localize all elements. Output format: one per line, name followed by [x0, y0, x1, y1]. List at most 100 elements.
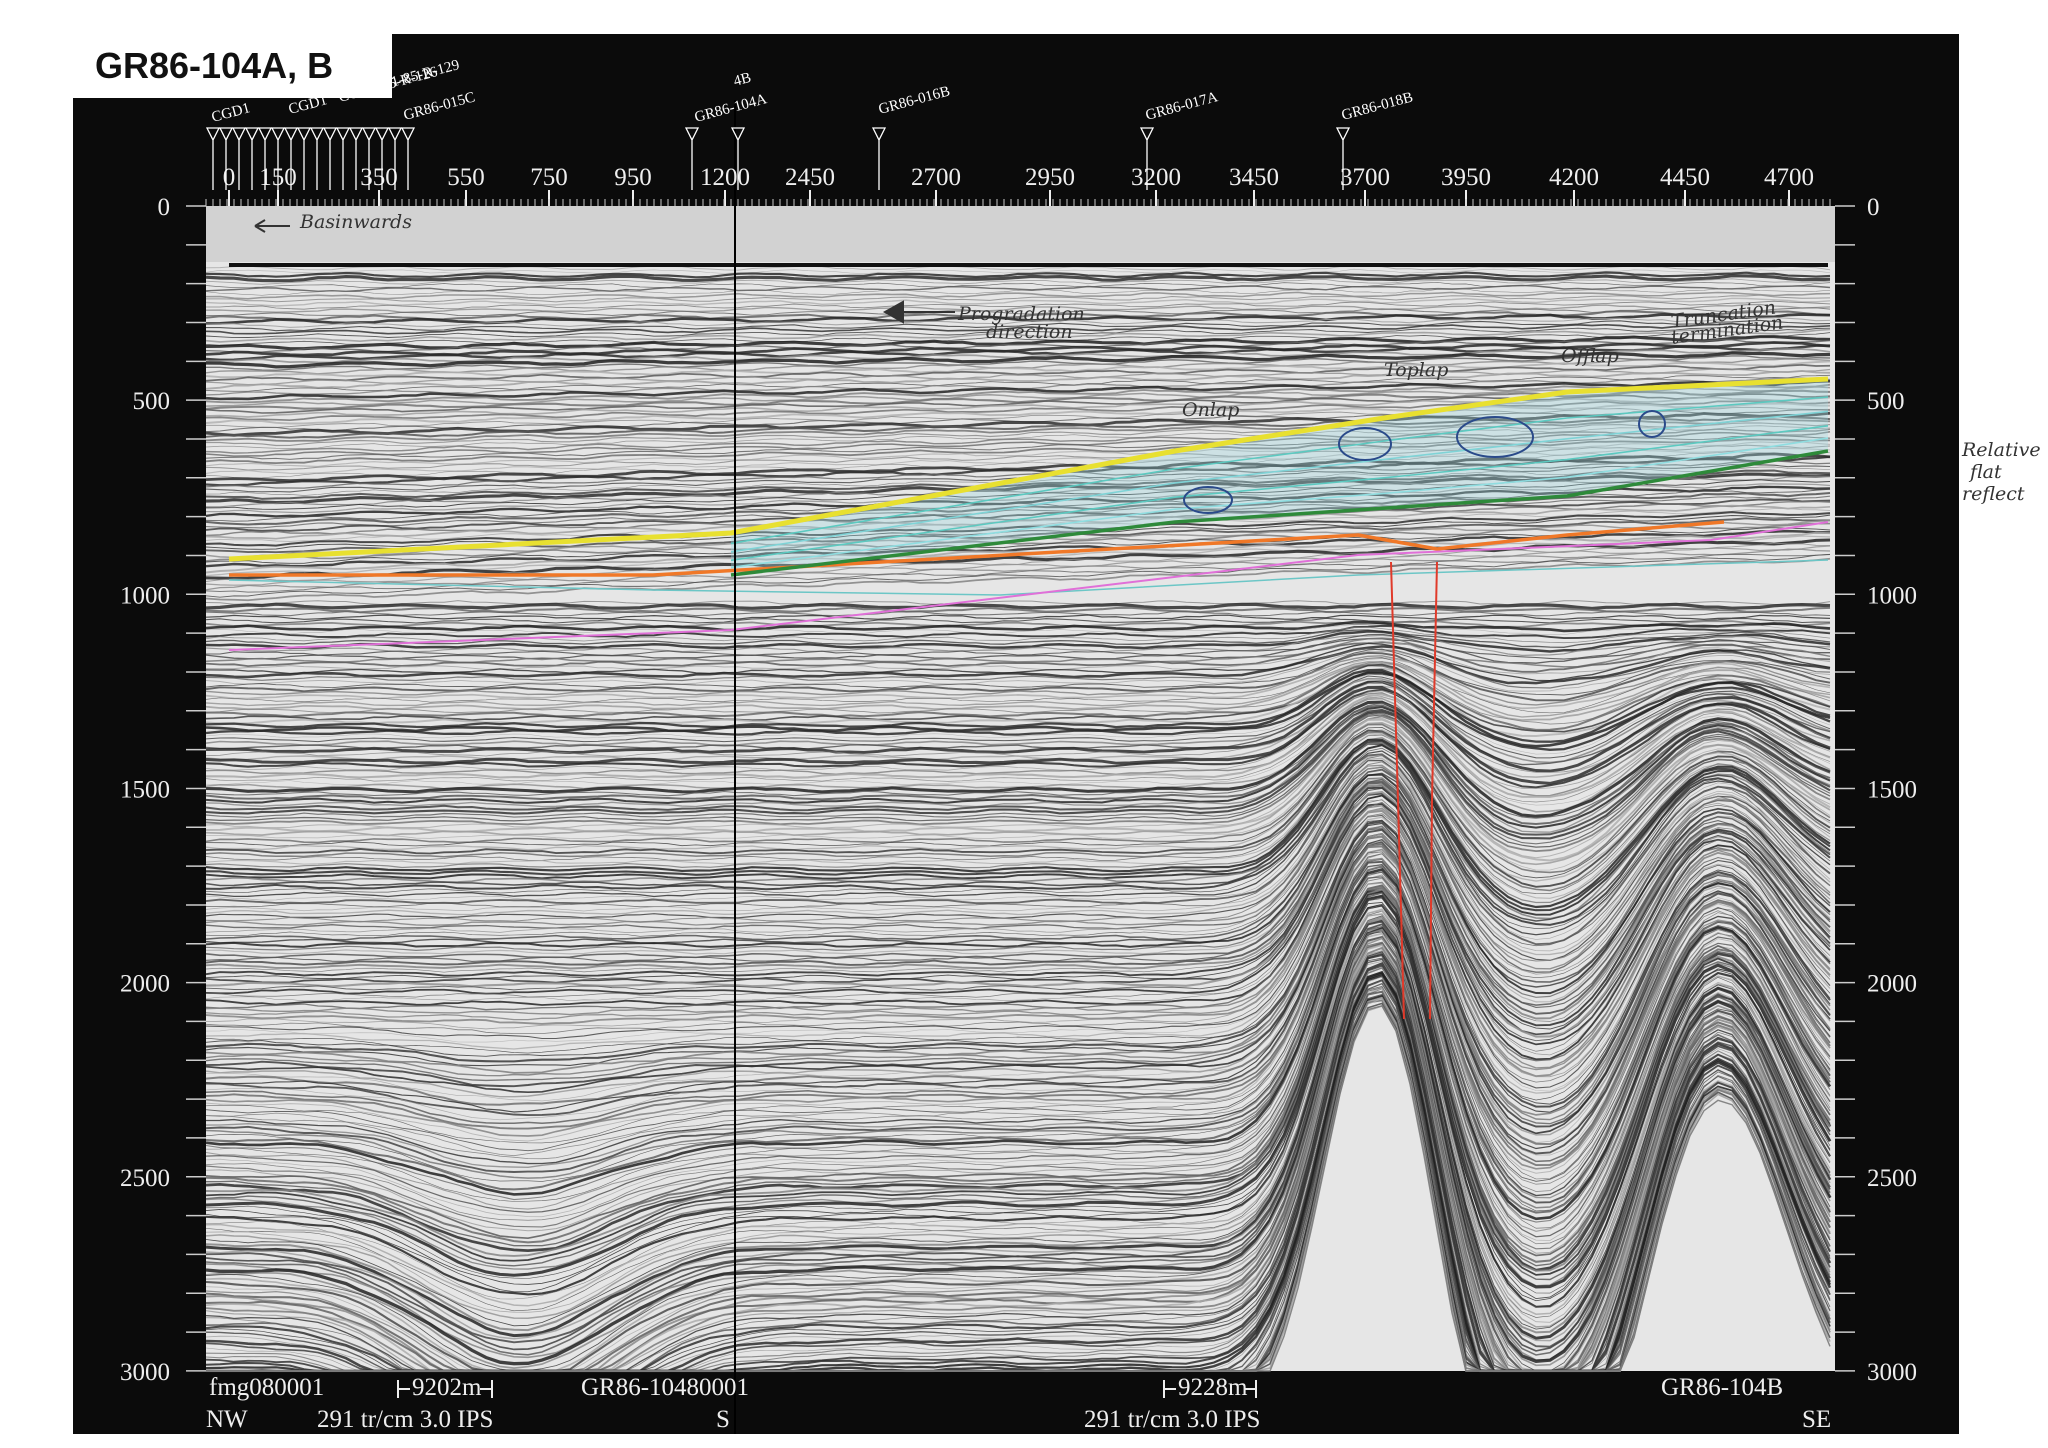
reflector — [205, 630, 1831, 653]
reflector — [205, 460, 1831, 489]
title: GR86-104A, B — [95, 45, 333, 86]
annotation: Onlap — [1182, 399, 1239, 421]
reflector — [205, 902, 1831, 1300]
reflector — [205, 931, 1831, 1372]
reflector — [206, 693, 1831, 798]
reflector — [205, 918, 1832, 1340]
reflector — [205, 696, 1831, 803]
top-axis-label: 2450 — [785, 164, 835, 191]
reflector — [205, 792, 1831, 1036]
reflector — [205, 614, 1831, 621]
reflector — [205, 696, 1831, 806]
shotpoint-label: 4B — [732, 70, 753, 90]
footer-text: SE — [1802, 1406, 1831, 1433]
reflector — [205, 602, 1831, 611]
footer-text: S — [716, 1406, 730, 1433]
reflector — [205, 723, 1831, 874]
shotpoint-marker — [205, 127, 221, 190]
reflector — [205, 374, 1831, 392]
reflector — [205, 898, 1831, 1294]
reflector — [205, 434, 1831, 460]
reflector — [205, 297, 1831, 307]
reflector — [205, 712, 1831, 845]
footer: fmg080001 9202m GR86-10480001 9228m GR86… — [206, 1374, 1831, 1433]
reflector — [205, 553, 1831, 593]
reflector — [205, 271, 1831, 279]
reflector — [205, 379, 1831, 401]
depth-label: 2000 — [120, 971, 170, 998]
side-note: Relative — [1961, 439, 2041, 461]
reflector — [205, 733, 1831, 899]
reflector — [205, 303, 1831, 313]
reflector — [205, 913, 1831, 1328]
reflector — [205, 814, 1831, 1089]
reflector — [206, 319, 1831, 332]
reflector — [205, 794, 1831, 1046]
clinoform — [730, 437, 1829, 569]
reflector — [205, 877, 1831, 1245]
reflector — [205, 554, 1831, 598]
horizon-green — [730, 449, 1829, 577]
reflector — [205, 670, 1831, 751]
reflector — [205, 744, 1831, 926]
reflector — [205, 814, 1831, 1092]
reflector — [205, 479, 1831, 510]
reflector — [205, 469, 1831, 500]
reflector — [206, 1004, 1831, 1372]
clinoform — [730, 410, 1829, 553]
reflector — [205, 704, 1831, 825]
reflector — [205, 881, 1831, 1250]
shotpoint-marker — [348, 127, 364, 190]
top-axis-label: 4700 — [1764, 164, 1814, 191]
reflector — [205, 757, 1831, 956]
reflector — [205, 700, 1831, 818]
reflector — [205, 768, 1831, 978]
reflector — [205, 668, 1831, 743]
reflector — [205, 927, 1832, 1366]
reflector — [205, 498, 1831, 532]
reflector — [205, 864, 1831, 1212]
reflector — [205, 661, 1831, 725]
top-axis-label: 3200 — [1131, 164, 1181, 191]
reflector — [205, 726, 1831, 879]
reflector — [205, 447, 1831, 475]
reflector — [205, 714, 1831, 848]
annotation: Progradation — [957, 303, 1085, 325]
reflector — [205, 895, 1831, 1287]
reflector — [205, 764, 1831, 970]
depth-label: 1500 — [1867, 777, 1917, 804]
reflector — [205, 650, 1831, 692]
reflector — [205, 910, 1831, 1323]
reflector — [205, 692, 1831, 797]
reflector — [205, 908, 1831, 1315]
depth-label: 1000 — [120, 582, 170, 609]
reflector — [206, 723, 1831, 871]
horizon — [228, 559, 1829, 596]
shotpoint-marker — [387, 127, 403, 190]
depth-label: 0 — [1867, 194, 1880, 221]
reflector — [205, 645, 1831, 685]
reflector — [205, 731, 1831, 892]
reflector — [205, 878, 1831, 1241]
reflector — [205, 351, 1831, 369]
reflector — [205, 839, 1831, 1150]
shotpoint-marker — [871, 127, 887, 190]
fault — [1429, 561, 1438, 1020]
reflector — [205, 928, 1831, 1369]
reflector — [205, 600, 1831, 606]
reflector — [205, 721, 1831, 866]
top-axis-label: 2950 — [1025, 164, 1075, 191]
depth-label: 0 — [158, 194, 171, 221]
shotpoint-marker — [400, 127, 416, 190]
reflector — [205, 809, 1831, 1078]
reflector — [205, 655, 1831, 706]
reflector — [205, 557, 1831, 602]
reflector — [205, 511, 1831, 547]
reflector — [205, 278, 1831, 285]
reflector — [205, 715, 1831, 853]
reflector — [205, 769, 1831, 983]
reflector — [205, 871, 1831, 1223]
reflector — [205, 662, 1831, 721]
feature-circle — [1183, 486, 1233, 514]
